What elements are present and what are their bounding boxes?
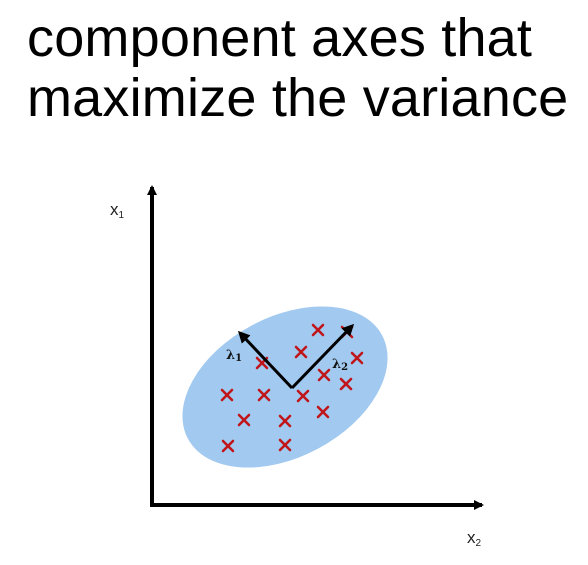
cross-mark-icon — [294, 345, 308, 359]
cross-mark-icon — [350, 351, 364, 365]
cross-mark-icon — [278, 438, 292, 452]
cross-mark-icon — [316, 405, 330, 419]
eigenvector-1-symbol: λ — [226, 348, 235, 363]
y-axis-label-main: x — [110, 200, 119, 219]
x-axis-label-subscript: 2 — [476, 538, 482, 549]
cross-mark-icon — [221, 439, 235, 453]
cross-mark-icon — [257, 388, 271, 402]
x-axis-label-main: x — [467, 528, 476, 547]
x-axis-label: x2 — [467, 528, 482, 549]
y-axis-label-subscript: 1 — [119, 210, 125, 221]
eigenvector-2-subscript: 2 — [341, 362, 348, 373]
eigenvector-1-label: λ1 — [226, 348, 242, 364]
eigenvector-2-label: λ2 — [332, 357, 348, 373]
title-line-2: maximize the variance — [27, 68, 569, 128]
eigenvector-1-arrow — [237, 330, 294, 390]
slide-title: component axes that maximize the varianc… — [27, 8, 582, 128]
cross-mark-icon — [296, 389, 310, 403]
cross-mark-icon — [339, 377, 353, 391]
eigenvector-2-arrow — [290, 323, 355, 390]
y-axis-label: x1 — [110, 200, 125, 221]
eigenvector-2-symbol: λ — [332, 357, 341, 372]
eigenvector-1-subscript: 1 — [235, 353, 242, 364]
cross-mark-icon — [220, 388, 234, 402]
cross-mark-icon — [311, 323, 325, 337]
cross-mark-icon — [278, 414, 292, 428]
data-ellipse — [182, 306, 388, 468]
cross-mark-icon — [237, 413, 251, 427]
title-line-1: component axes that — [27, 8, 533, 68]
cross-mark-icon — [317, 368, 331, 382]
